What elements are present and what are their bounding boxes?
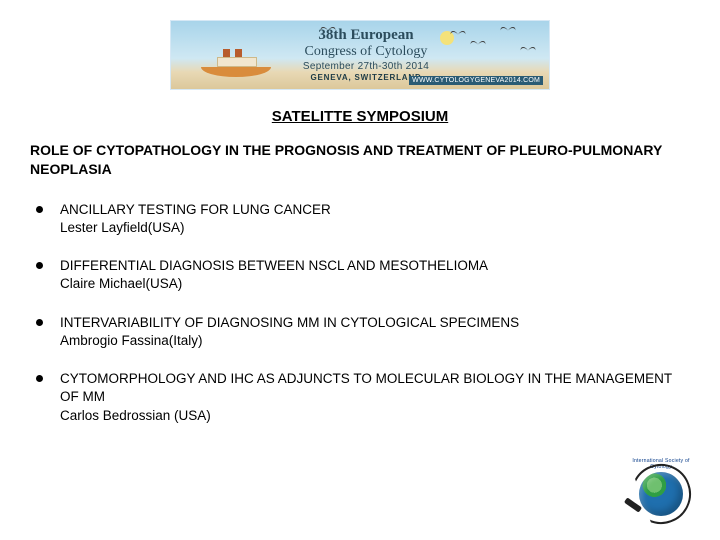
boat-stack (223, 49, 230, 57)
talk-item: CYTOMORPHOLOGY AND IHC AS ADJUNCTS TO MO… (34, 370, 690, 425)
banner-text-block: 38th European Congress of Cytology Septe… (286, 27, 446, 83)
bird-icon (521, 47, 535, 53)
boat-icon (201, 55, 271, 77)
event-banner: 38th European Congress of Cytology Septe… (170, 20, 550, 90)
talk-item: DIFFERENTIAL DIAGNOSIS BETWEEN NSCL AND … (34, 257, 690, 293)
banner-line-2: Congress of Cytology (286, 44, 446, 59)
talk-speaker: Lester Layfield(USA) (60, 219, 690, 237)
bird-icon (451, 31, 465, 37)
boat-stack (235, 49, 242, 57)
symposium-heading: SATELITTE SYMPOSIUM (30, 108, 690, 125)
talk-title: DIFFERENTIAL DIAGNOSIS BETWEEN NSCL AND … (60, 257, 690, 275)
slide-page: 38th European Congress of Cytology Septe… (0, 0, 720, 540)
boat-hull (201, 67, 271, 77)
society-logo: International Society of Cytology (628, 460, 694, 526)
boat-cabin (217, 57, 257, 67)
banner-line-3: September 27th-30th 2014 (286, 61, 446, 72)
bird-icon (321, 27, 335, 33)
bird-icon (501, 27, 515, 33)
banner-line-1: 38th European (286, 27, 446, 44)
talk-item: ANCILLARY TESTING FOR LUNG CANCER Lester… (34, 201, 690, 237)
talk-title: CYTOMORPHOLOGY AND IHC AS ADJUNCTS TO MO… (60, 370, 690, 406)
talk-title: ANCILLARY TESTING FOR LUNG CANCER (60, 201, 690, 219)
talk-speaker: Claire Michael(USA) (60, 275, 690, 293)
talk-list: ANCILLARY TESTING FOR LUNG CANCER Lester… (30, 201, 690, 425)
talk-speaker: Carlos Bedrossian (USA) (60, 407, 690, 425)
banner-url: WWW.CYTOLOGYGENEVA2014.COM (409, 76, 543, 85)
session-title: ROLE OF CYTOPATHOLOGY IN THE PROGNOSIS A… (30, 141, 690, 179)
bird-icon (471, 41, 485, 47)
talk-title: INTERVARIABILITY OF DIAGNOSING MM IN CYT… (60, 314, 690, 332)
talk-item: INTERVARIABILITY OF DIAGNOSING MM IN CYT… (34, 314, 690, 350)
talk-speaker: Ambrogio Fassina(Italy) (60, 332, 690, 350)
